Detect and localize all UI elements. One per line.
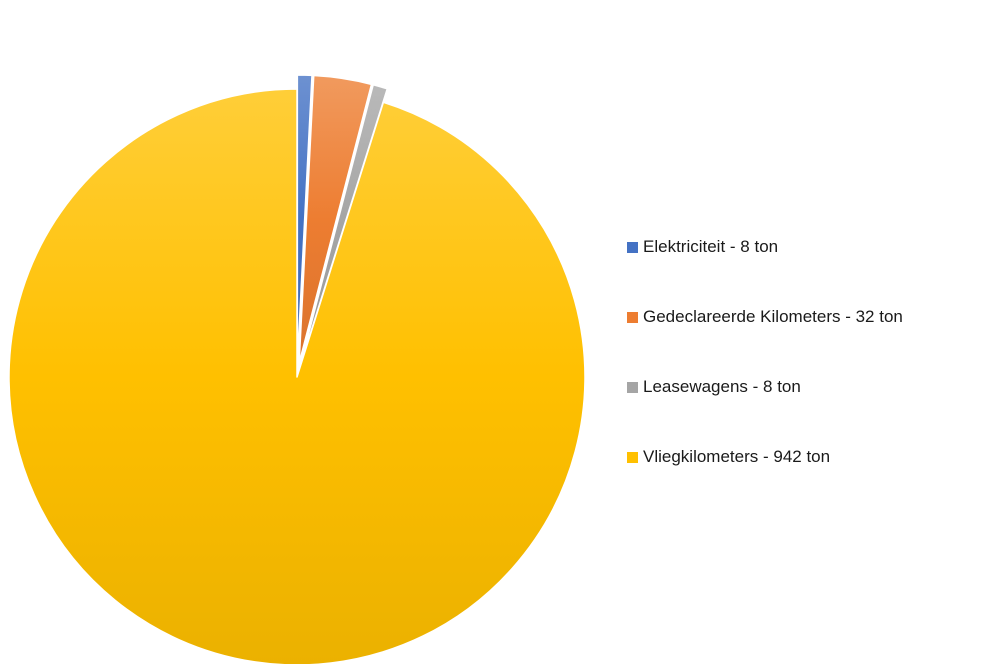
pie-slice-elektriciteit	[296, 74, 313, 364]
legend-item-elektriciteit: Elektriciteit - 8 ton	[627, 234, 903, 260]
legend-item-vliegkilometers: Vliegkilometers - 942 ton	[627, 444, 903, 470]
legend-label: Gedeclareerde Kilometers - 32 ton	[643, 307, 903, 326]
legend-swatch	[627, 381, 638, 393]
legend-label: Vliegkilometers - 942 ton	[643, 447, 831, 466]
legend-label: Elektriciteit - 8 ton	[643, 237, 779, 256]
legend-label: Leasewagens - 8 ton	[643, 377, 801, 396]
legend-swatch	[627, 451, 638, 463]
legend-item-leasewagens: Leasewagens - 8 ton	[627, 374, 903, 400]
pie-slices	[8, 74, 586, 664]
legend: Elektriciteit - 8 ton Gedeclareerde Kilom…	[627, 234, 903, 514]
legend-item-gedeclareerde-kilometers: Gedeclareerde Kilometers - 32 ton	[627, 304, 903, 330]
pie-slice-vliegkilometers	[8, 88, 586, 664]
legend-swatch	[627, 241, 638, 253]
legend-swatch	[627, 311, 638, 323]
pie-slice-gedeclareerde-kilometers	[298, 74, 373, 364]
